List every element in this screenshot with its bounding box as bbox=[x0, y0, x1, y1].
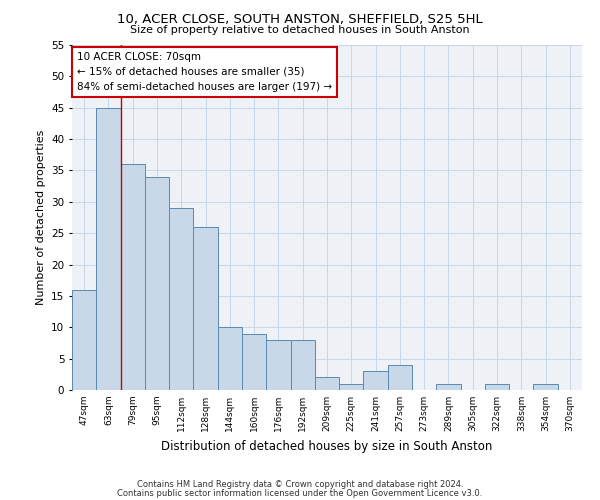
Bar bbox=[169, 208, 193, 390]
Bar bbox=[72, 290, 96, 390]
Bar bbox=[533, 384, 558, 390]
Text: 10, ACER CLOSE, SOUTH ANSTON, SHEFFIELD, S25 5HL: 10, ACER CLOSE, SOUTH ANSTON, SHEFFIELD,… bbox=[117, 12, 483, 26]
Text: Size of property relative to detached houses in South Anston: Size of property relative to detached ho… bbox=[130, 25, 470, 35]
Bar bbox=[364, 371, 388, 390]
Bar bbox=[145, 176, 169, 390]
X-axis label: Distribution of detached houses by size in South Anston: Distribution of detached houses by size … bbox=[161, 440, 493, 452]
Bar bbox=[193, 227, 218, 390]
Text: Contains HM Land Registry data © Crown copyright and database right 2024.: Contains HM Land Registry data © Crown c… bbox=[137, 480, 463, 489]
Bar bbox=[436, 384, 461, 390]
Bar bbox=[96, 108, 121, 390]
Y-axis label: Number of detached properties: Number of detached properties bbox=[35, 130, 46, 305]
Text: Contains public sector information licensed under the Open Government Licence v3: Contains public sector information licen… bbox=[118, 488, 482, 498]
Bar bbox=[485, 384, 509, 390]
Bar bbox=[290, 340, 315, 390]
Bar bbox=[218, 328, 242, 390]
Bar bbox=[242, 334, 266, 390]
Bar bbox=[388, 365, 412, 390]
Bar bbox=[266, 340, 290, 390]
Bar bbox=[315, 378, 339, 390]
Bar bbox=[339, 384, 364, 390]
Bar bbox=[121, 164, 145, 390]
Text: 10 ACER CLOSE: 70sqm
← 15% of detached houses are smaller (35)
84% of semi-detac: 10 ACER CLOSE: 70sqm ← 15% of detached h… bbox=[77, 52, 332, 92]
